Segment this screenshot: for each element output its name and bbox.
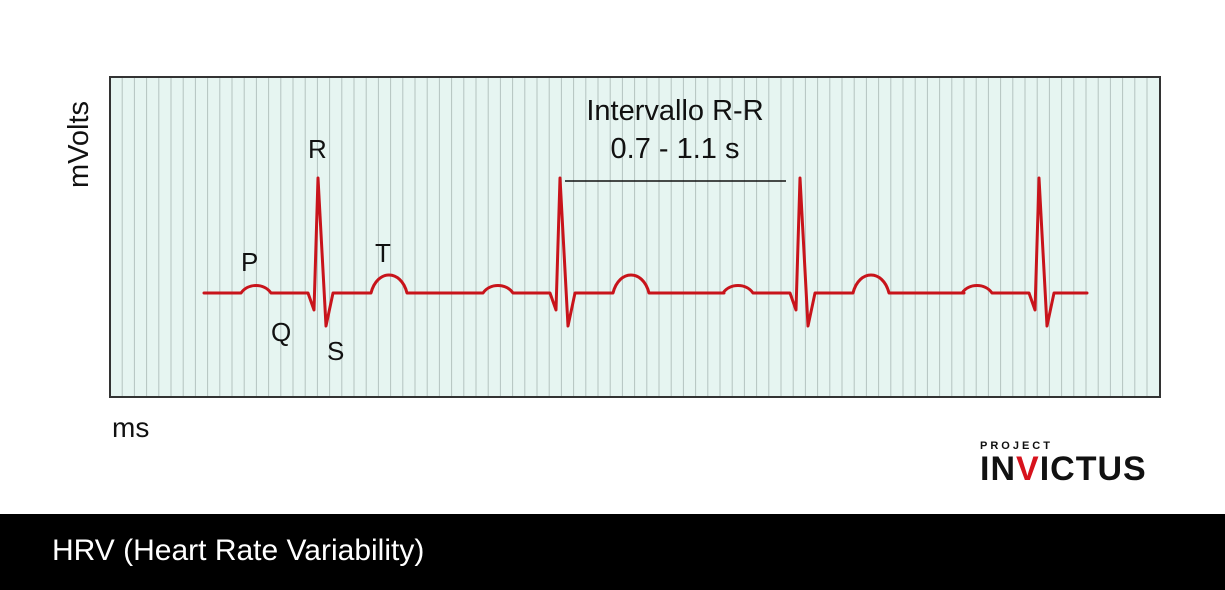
logo-main-left: IN [980,450,1016,488]
rr-interval-range: 0.7 - 1.1 s [610,133,740,165]
p-wave-label: P [241,247,259,277]
ecg-grid-frame [109,76,1161,398]
x-axis-label: ms [112,412,150,443]
t-wave-label: T [375,238,391,268]
ecg-diagram [109,76,1161,398]
footer-title: HRV (Heart Rate Variability) [52,534,425,567]
project-invictus-logo: PROJECT IN V ICTUS [980,440,1170,486]
footer-bar: HRV (Heart Rate Variability) [0,514,1225,590]
rr-interval-title: Intervallo R-R [586,95,764,127]
r-wave-label: R [308,134,327,164]
y-axis-label: mVolts [62,88,98,200]
logo-small-text: PROJECT [980,440,1053,452]
q-wave-label: Q [271,317,292,347]
logo-main-text: IN V ICTUS [980,452,1170,486]
ecg-trace-line [202,176,1089,328]
ecg-grid-lines [121,77,1148,397]
logo-main-right: ICTUS [1039,450,1147,488]
s-wave-label: S [327,336,345,366]
y-axis-label-text: mVolts [63,100,96,188]
rr-interval-label: Intervallo R-R 0.7 - 1.1 s [548,92,802,168]
logo-main-accent: V [1016,450,1040,488]
